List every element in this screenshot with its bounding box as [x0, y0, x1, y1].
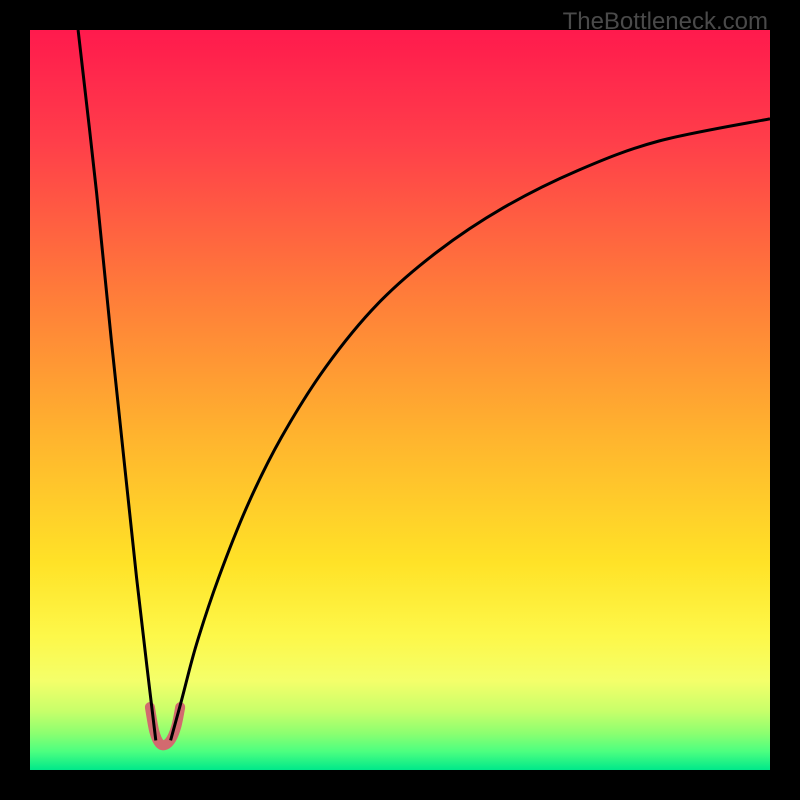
- chart-svg: [30, 30, 770, 770]
- watermark-text: TheBottleneck.com: [563, 8, 768, 36]
- chart-outer-frame: TheBottleneck.com: [0, 0, 800, 800]
- chart-plot-area: [30, 30, 770, 770]
